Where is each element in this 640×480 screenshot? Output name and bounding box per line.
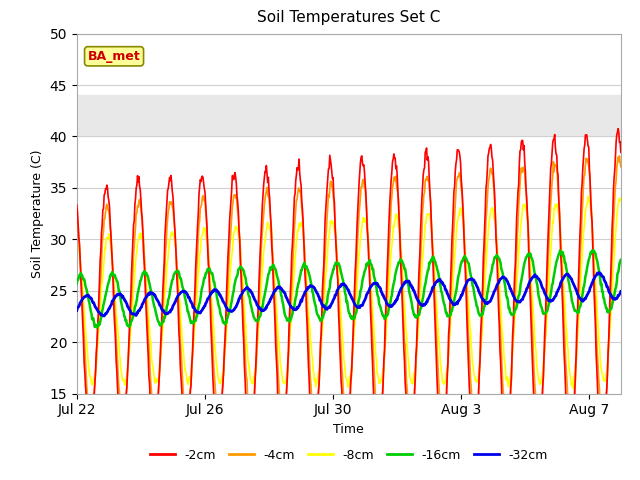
-2cm bbox=[401, 360, 408, 365]
-4cm bbox=[616, 153, 623, 159]
Line: -32cm: -32cm bbox=[77, 273, 621, 316]
Line: -16cm: -16cm bbox=[77, 251, 621, 328]
-8cm bbox=[617, 195, 625, 201]
-4cm bbox=[598, 429, 606, 435]
-4cm bbox=[617, 164, 625, 169]
-8cm bbox=[147, 338, 154, 344]
-8cm bbox=[401, 302, 408, 308]
-32cm bbox=[73, 308, 81, 313]
Title: Soil Temperatures Set C: Soil Temperatures Set C bbox=[257, 11, 440, 25]
Legend: -2cm, -4cm, -8cm, -16cm, -32cm: -2cm, -4cm, -8cm, -16cm, -32cm bbox=[145, 444, 553, 467]
-8cm bbox=[73, 235, 81, 240]
-4cm bbox=[135, 199, 143, 204]
-8cm bbox=[489, 206, 497, 212]
-16cm bbox=[355, 296, 363, 301]
-2cm bbox=[355, 191, 362, 197]
-32cm bbox=[100, 313, 108, 319]
-2cm bbox=[135, 174, 143, 180]
-16cm bbox=[147, 288, 155, 294]
-8cm bbox=[584, 193, 592, 199]
-32cm bbox=[596, 270, 604, 276]
Line: -4cm: -4cm bbox=[77, 156, 621, 432]
Line: -2cm: -2cm bbox=[77, 129, 621, 453]
-4cm bbox=[183, 416, 191, 422]
-8cm bbox=[135, 235, 143, 241]
-4cm bbox=[147, 370, 154, 376]
Y-axis label: Soil Temperature (C): Soil Temperature (C) bbox=[31, 149, 44, 278]
-32cm bbox=[184, 292, 191, 298]
-4cm bbox=[401, 339, 408, 345]
-2cm bbox=[614, 126, 622, 132]
-16cm bbox=[490, 261, 497, 267]
-16cm bbox=[136, 283, 143, 288]
-32cm bbox=[355, 304, 363, 310]
-32cm bbox=[147, 290, 155, 296]
-2cm bbox=[183, 429, 191, 435]
-8cm bbox=[569, 385, 577, 391]
-32cm bbox=[401, 280, 409, 286]
-16cm bbox=[588, 248, 596, 253]
X-axis label: Time: Time bbox=[333, 423, 364, 436]
Line: -8cm: -8cm bbox=[77, 196, 621, 388]
-2cm bbox=[617, 149, 625, 155]
-32cm bbox=[617, 288, 625, 294]
-8cm bbox=[355, 259, 362, 265]
-2cm bbox=[489, 157, 497, 163]
-4cm bbox=[355, 222, 362, 228]
-2cm bbox=[147, 399, 154, 405]
-16cm bbox=[73, 280, 81, 286]
-16cm bbox=[93, 325, 100, 331]
Text: BA_met: BA_met bbox=[88, 50, 140, 63]
-16cm bbox=[401, 266, 409, 272]
-16cm bbox=[184, 309, 191, 314]
-2cm bbox=[73, 202, 81, 208]
-8cm bbox=[183, 378, 191, 384]
-4cm bbox=[489, 170, 497, 176]
-32cm bbox=[136, 308, 143, 313]
Bar bbox=[77, 96, 621, 136]
-16cm bbox=[617, 257, 625, 263]
-2cm bbox=[598, 450, 606, 456]
-4cm bbox=[73, 211, 81, 217]
-32cm bbox=[490, 291, 497, 297]
